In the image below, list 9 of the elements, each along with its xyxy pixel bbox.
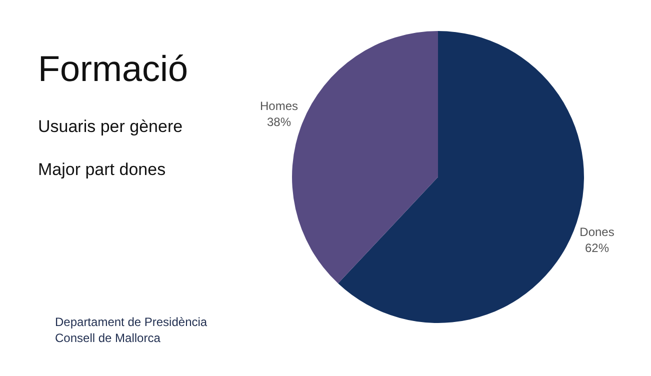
- data-label: 38%: [266, 115, 292, 130]
- slice-label: Dones: [580, 224, 614, 239]
- data-label: 62%: [584, 240, 610, 255]
- text: Departament de Presidència: [55, 315, 208, 329]
- text: Formació: [38, 48, 188, 89]
- text: Major part dones: [38, 160, 166, 179]
- slice-label: Homes: [260, 99, 298, 114]
- text: Usuaris per gènere: [38, 117, 183, 136]
- text: Consell de Mallorca: [55, 331, 161, 345]
